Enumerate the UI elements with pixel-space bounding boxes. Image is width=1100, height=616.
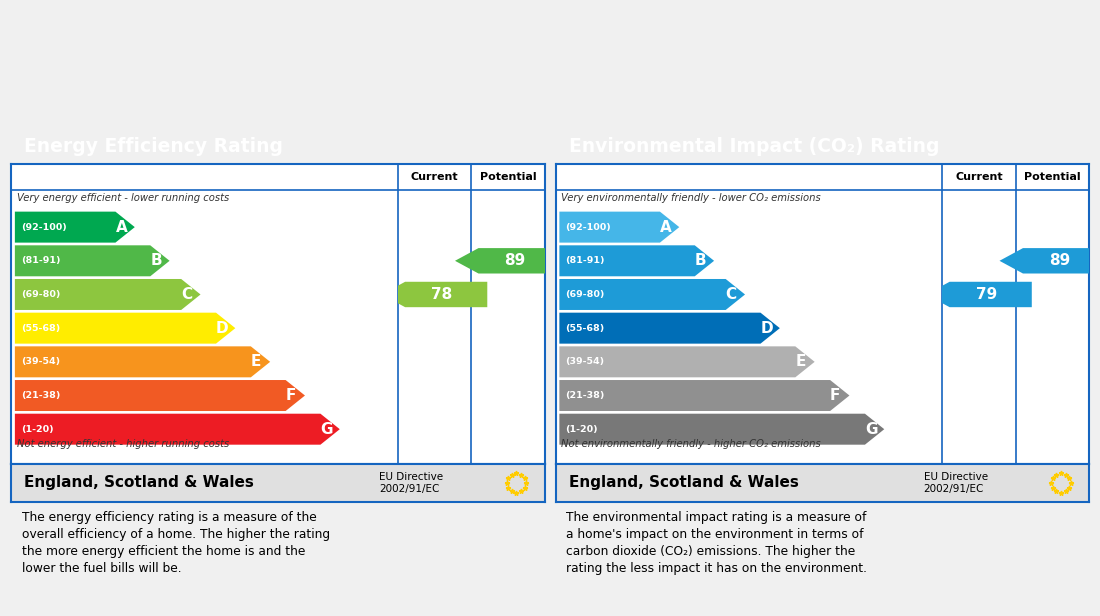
Polygon shape [15, 313, 235, 344]
Text: England, Scotland & Wales: England, Scotland & Wales [24, 476, 254, 490]
Text: (81-91): (81-91) [21, 256, 60, 265]
Text: B: B [695, 253, 706, 269]
Polygon shape [15, 380, 305, 411]
Text: Current: Current [955, 172, 1003, 182]
Text: The energy efficiency rating is a measure of the
overall efficiency of a home. T: The energy efficiency rating is a measur… [22, 511, 330, 575]
Polygon shape [560, 380, 849, 411]
Text: 79: 79 [976, 287, 997, 302]
Text: 78: 78 [431, 287, 452, 302]
Polygon shape [15, 245, 169, 277]
Polygon shape [560, 313, 780, 344]
Text: D: D [216, 321, 229, 336]
Text: E: E [251, 354, 261, 370]
Text: C: C [182, 287, 192, 302]
Polygon shape [15, 346, 271, 378]
Text: (69-80): (69-80) [565, 290, 605, 299]
Text: (1-20): (1-20) [21, 424, 53, 434]
Polygon shape [560, 279, 745, 310]
Text: (69-80): (69-80) [21, 290, 60, 299]
Text: (39-54): (39-54) [21, 357, 59, 367]
Text: 89: 89 [505, 253, 526, 269]
Polygon shape [1000, 248, 1100, 274]
Text: (55-68): (55-68) [565, 323, 604, 333]
Text: C: C [726, 287, 737, 302]
Text: Current: Current [410, 172, 459, 182]
Text: (21-38): (21-38) [565, 391, 605, 400]
Text: The environmental impact rating is a measure of
a home's impact on the environme: The environmental impact rating is a mea… [566, 511, 867, 575]
Text: Very environmentally friendly - lower CO₂ emissions: Very environmentally friendly - lower CO… [561, 193, 821, 203]
Polygon shape [560, 245, 714, 277]
Polygon shape [15, 414, 340, 445]
Text: (1-20): (1-20) [565, 424, 597, 434]
Text: F: F [286, 388, 296, 403]
Polygon shape [455, 248, 561, 274]
Text: Not environmentally friendly - higher CO₂ emissions: Not environmentally friendly - higher CO… [561, 439, 821, 448]
Polygon shape [382, 282, 487, 307]
Polygon shape [560, 414, 884, 445]
Text: F: F [830, 388, 840, 403]
Text: EU Directive
2002/91/EC: EU Directive 2002/91/EC [379, 472, 443, 494]
Text: G: G [865, 422, 878, 437]
Text: B: B [151, 253, 162, 269]
Text: 89: 89 [1049, 253, 1070, 269]
Text: (92-100): (92-100) [21, 222, 66, 232]
Text: EU Directive
2002/91/EC: EU Directive 2002/91/EC [924, 472, 988, 494]
Text: (39-54): (39-54) [565, 357, 604, 367]
Text: E: E [795, 354, 805, 370]
Text: Not energy efficient - higher running costs: Not energy efficient - higher running co… [16, 439, 229, 448]
Text: Potential: Potential [1024, 172, 1080, 182]
Text: England, Scotland & Wales: England, Scotland & Wales [569, 476, 799, 490]
Polygon shape [15, 279, 200, 310]
Text: A: A [116, 220, 128, 235]
Text: (21-38): (21-38) [21, 391, 60, 400]
Polygon shape [926, 282, 1032, 307]
Text: (55-68): (55-68) [21, 323, 59, 333]
Text: Very energy efficient - lower running costs: Very energy efficient - lower running co… [16, 193, 229, 203]
Text: A: A [660, 220, 672, 235]
Text: (81-91): (81-91) [565, 256, 605, 265]
Text: (92-100): (92-100) [565, 222, 610, 232]
Text: G: G [320, 422, 333, 437]
Text: Environmental Impact (CO₂) Rating: Environmental Impact (CO₂) Rating [569, 137, 939, 156]
Polygon shape [560, 212, 680, 243]
Text: Potential: Potential [480, 172, 536, 182]
Polygon shape [560, 346, 815, 378]
Polygon shape [15, 212, 135, 243]
Text: Energy Efficiency Rating: Energy Efficiency Rating [24, 137, 284, 156]
Text: D: D [760, 321, 773, 336]
